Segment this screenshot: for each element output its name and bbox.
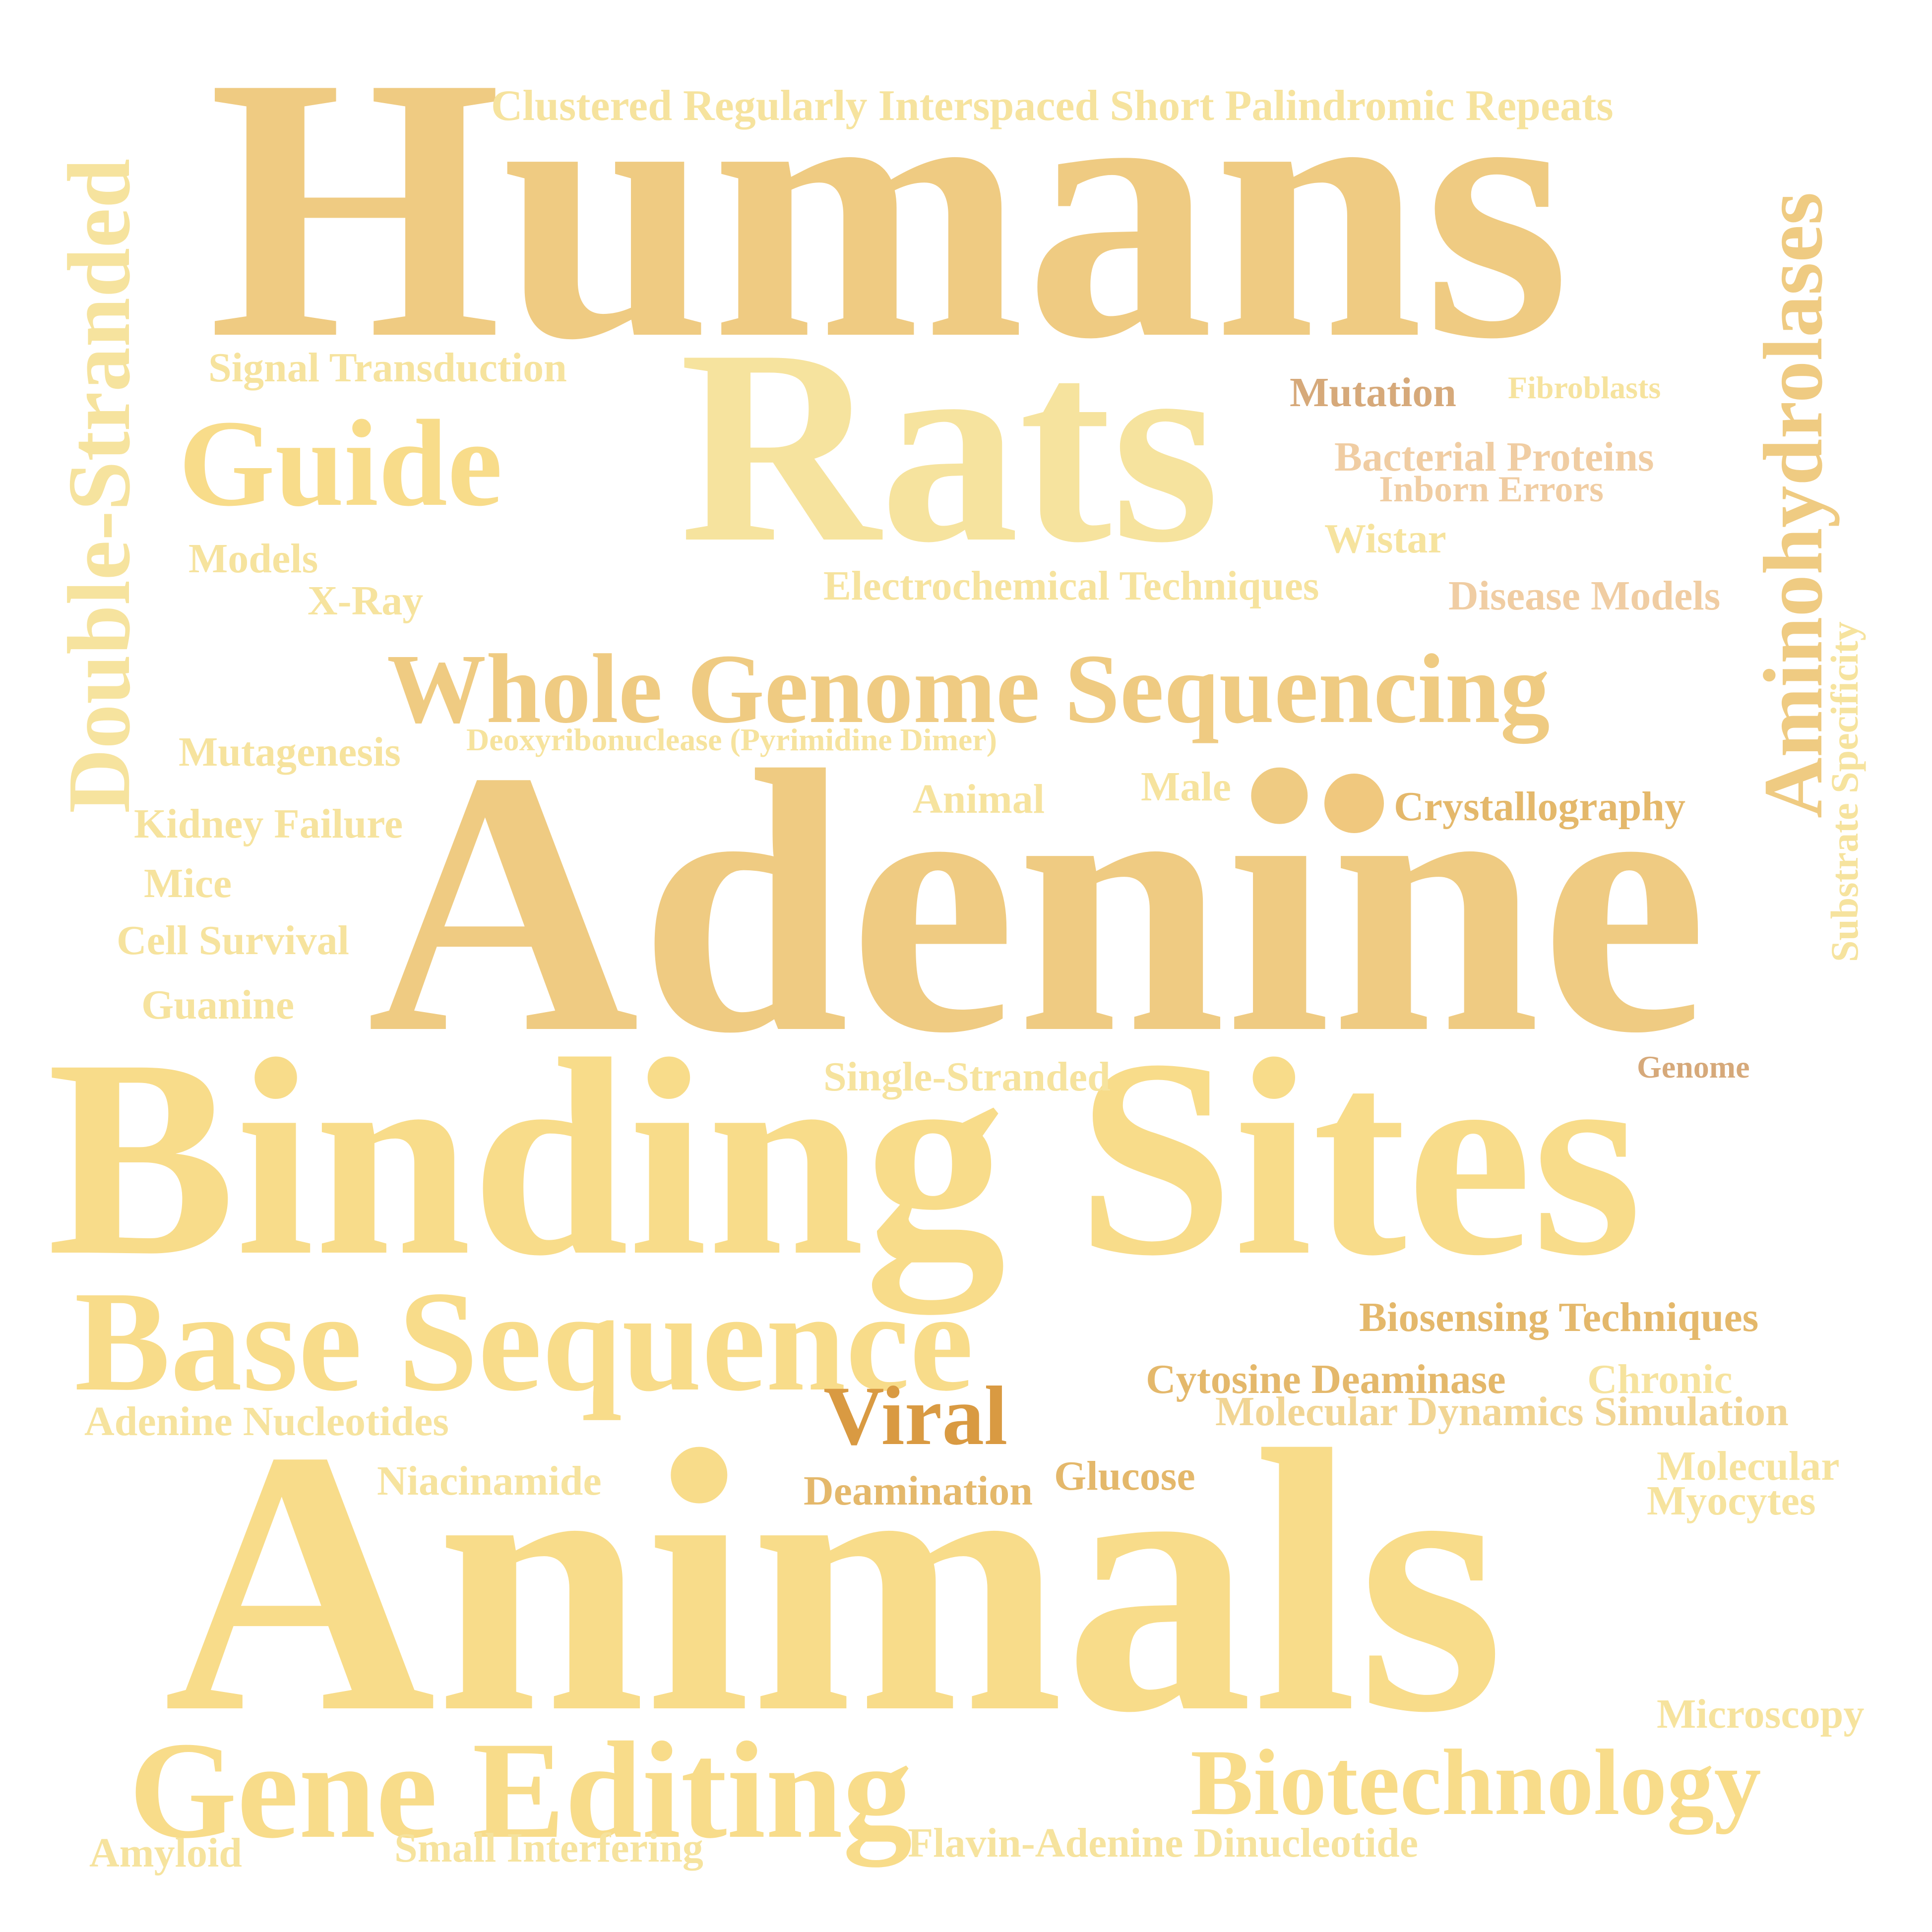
word-fad: Flavin-Adenine Dinucleotide: [908, 1820, 1419, 1866]
word-humans: Humans: [208, 0, 1570, 417]
word-mutation: Mutation: [1290, 369, 1456, 416]
word-single-stranded: Single-Stranded: [823, 1054, 1111, 1100]
word-adenine-nucleotides: Adenine Nucleotides: [84, 1398, 449, 1445]
word-bacterial-proteins: Bacterial Proteins: [1334, 434, 1654, 480]
word-glucose: Glucose: [1054, 1453, 1195, 1499]
word-guide: Guide: [179, 395, 502, 532]
word-cytosine-deaminase: Cytosine Deaminase: [1146, 1356, 1506, 1402]
word-wistar: Wistar: [1324, 516, 1446, 562]
word-whole-genome-sequencing: Whole Genome Sequencing: [387, 634, 1550, 744]
word-biotechnology: Biotechnology: [1190, 1731, 1761, 1835]
word-electrochemical-techniques: Electrochemical Techniques: [823, 563, 1319, 609]
word-biosensing-techniques: Biosensing Techniques: [1359, 1294, 1759, 1340]
word-microscopy: Microscopy: [1657, 1691, 1865, 1737]
word-molecular-dynamics: Molecular Dynamics Simulation: [1215, 1389, 1789, 1435]
word-genome: Genome: [1637, 1049, 1750, 1085]
word-kidney-failure: Kidney Failure: [134, 801, 403, 847]
word-viral: Viral: [823, 1369, 1008, 1462]
word-male: Male: [1141, 764, 1231, 810]
word-base-sequence: Base Sequence: [74, 1262, 974, 1421]
word-deoxyribonuclease: Deoxyribonuclease (Pyrimidine Dimer): [466, 722, 997, 757]
word-crispr: Clustered Regularly Interspaced Short Pa…: [491, 82, 1614, 130]
word-double-stranded: Double-Stranded: [50, 158, 148, 813]
word-rats: Rats: [680, 293, 1220, 600]
word-animals: Animals: [164, 1373, 1504, 1790]
word-signal-transduction: Signal Transduction: [208, 345, 567, 391]
word-molecular: Molecular: [1657, 1443, 1840, 1489]
word-models: Models: [188, 536, 318, 582]
word-guanine: Guanine: [141, 982, 295, 1028]
word-cell-survival: Cell Survival: [117, 917, 350, 964]
word-small-interfering: Small Interfering: [394, 1825, 703, 1871]
word-binding-sites: Binding Sites: [47, 1001, 1642, 1314]
word-myocytes: Myocytes: [1647, 1478, 1816, 1524]
word-chronic: Chronic: [1587, 1356, 1733, 1402]
word-animal: Animal: [913, 776, 1045, 822]
word-x-ray: X-Ray: [308, 578, 424, 624]
word-substrate-specificity: Substrate Specificity: [1823, 621, 1866, 962]
word-disease-models: Disease Models: [1448, 573, 1721, 619]
word-niacinamide: Niacinamide: [377, 1458, 602, 1504]
word-mice: Mice: [144, 860, 232, 906]
word-mutagenesis: Mutagenesis: [179, 729, 401, 775]
word-amyloid: Amyloid: [89, 1830, 243, 1876]
word-adenine: Adenine: [367, 694, 1708, 1111]
word-inborn-errors: Inborn Errors: [1379, 469, 1604, 510]
word-fibroblasts: Fibroblasts: [1508, 370, 1661, 405]
dot-ornament: [1324, 774, 1384, 833]
word-crystallography: Crystallography: [1394, 784, 1685, 830]
word-deamination: Deamination: [804, 1468, 1033, 1514]
word-gene-editing: Gene Editing: [129, 1713, 913, 1867]
